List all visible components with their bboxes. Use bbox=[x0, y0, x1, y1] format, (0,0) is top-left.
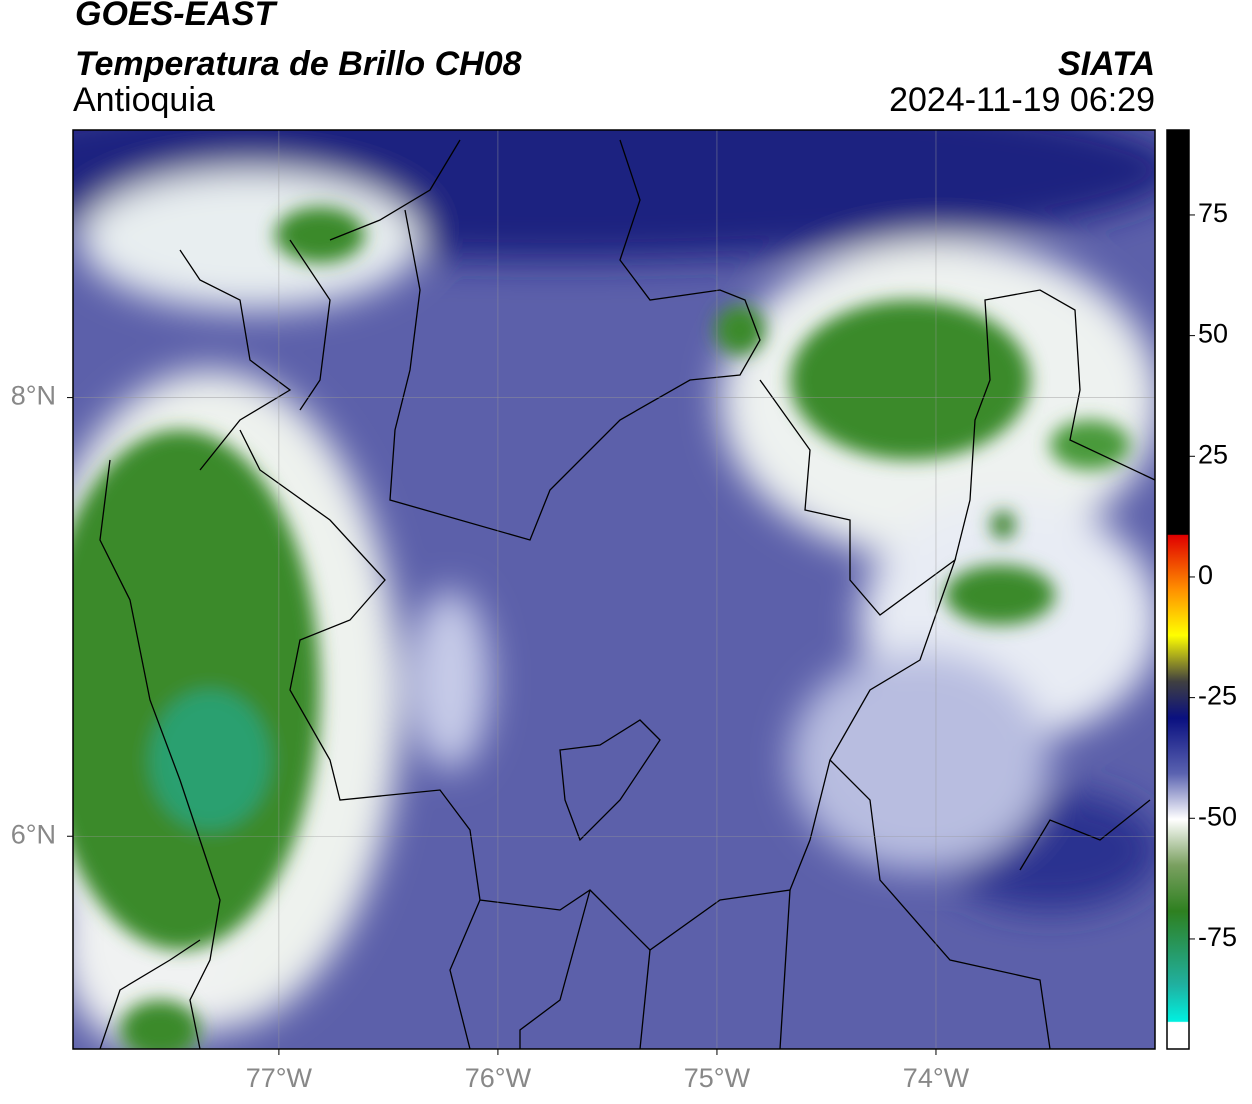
source: SIATA bbox=[1058, 45, 1155, 83]
lon-tick-label: 77°W bbox=[246, 1063, 313, 1093]
colorbar-tick-label: 0 bbox=[1198, 560, 1213, 590]
colorbar-tick-label: -75 bbox=[1198, 922, 1237, 952]
boundaries bbox=[99, 139, 1155, 1049]
title: GOES-EAST bbox=[75, 0, 278, 33]
region: Antioquia bbox=[73, 81, 215, 119]
colorbar bbox=[1166, 129, 1190, 1050]
lon-tick-label: 76°W bbox=[465, 1063, 532, 1093]
lat-tick-label: 8°N bbox=[11, 381, 56, 411]
lat-tick-label: 6°N bbox=[11, 819, 56, 849]
satellite-image bbox=[73, 130, 1155, 1049]
colorbar-tick-label: 75 bbox=[1198, 198, 1228, 228]
colorbar-tick-label: 50 bbox=[1198, 319, 1228, 349]
colorbar-tick-label: 25 bbox=[1198, 439, 1228, 469]
subtitle: Temperatura de Brillo CH08 bbox=[75, 45, 522, 83]
map-frame bbox=[72, 129, 1156, 1050]
lon-tick-label: 75°W bbox=[684, 1063, 751, 1093]
datetime: 2024-11-19 06:29 bbox=[889, 81, 1155, 119]
graticule bbox=[67, 130, 1155, 1055]
colorbar-tick-label: -50 bbox=[1198, 801, 1237, 831]
colorbar-tick-label: -25 bbox=[1198, 681, 1237, 711]
lon-tick-label: 74°W bbox=[903, 1063, 970, 1093]
